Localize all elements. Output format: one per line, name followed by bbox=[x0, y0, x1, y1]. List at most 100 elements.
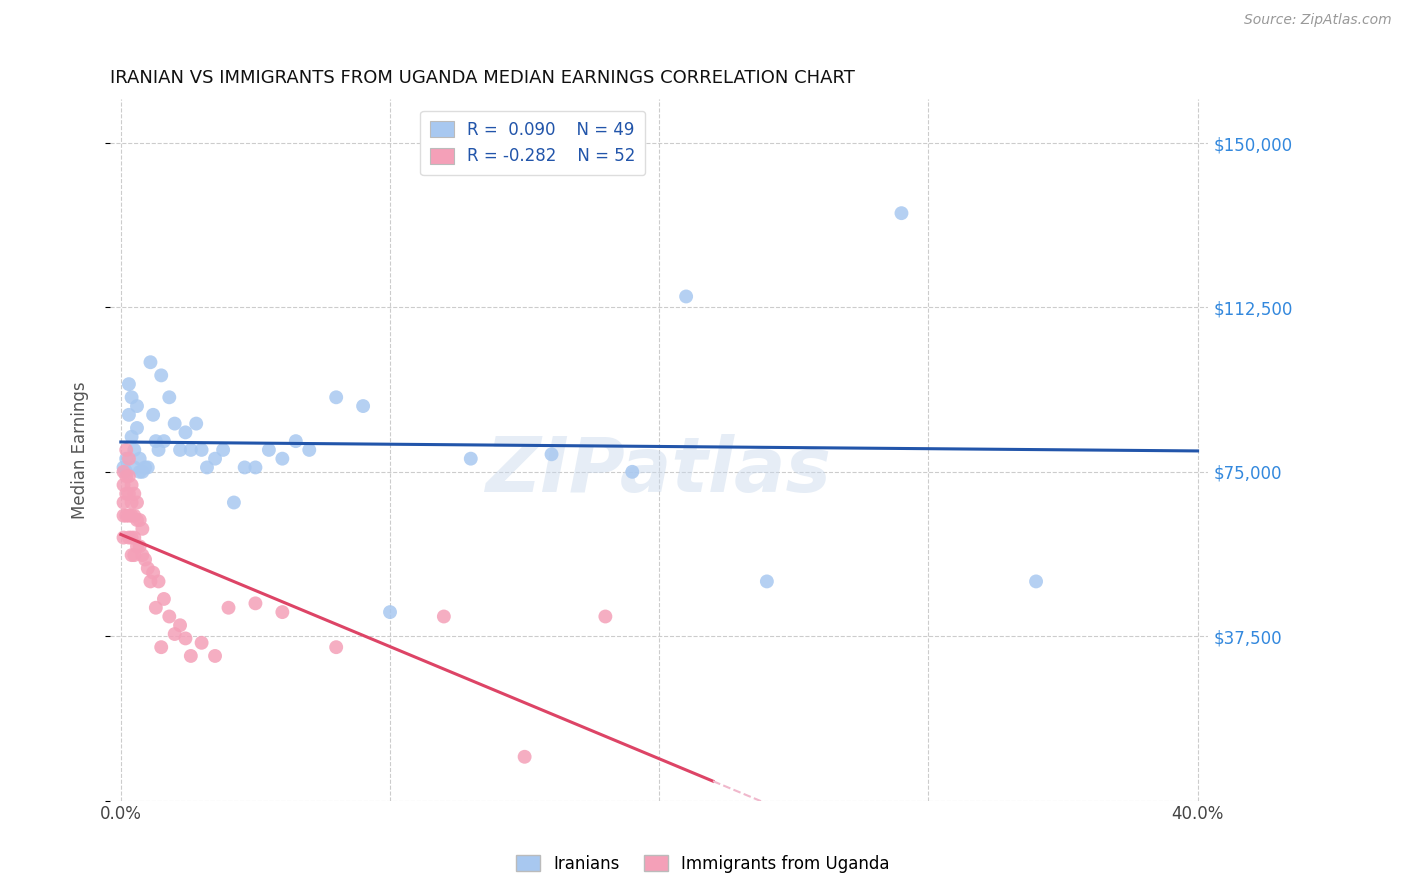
Text: Source: ZipAtlas.com: Source: ZipAtlas.com bbox=[1244, 13, 1392, 28]
Point bbox=[180, 648, 202, 663]
Point bbox=[190, 636, 212, 650]
Point bbox=[118, 508, 141, 523]
Point bbox=[174, 632, 197, 646]
Point bbox=[125, 399, 148, 413]
Point bbox=[118, 377, 141, 392]
Point bbox=[180, 442, 202, 457]
Point bbox=[118, 469, 141, 483]
Point bbox=[460, 451, 482, 466]
Point bbox=[118, 487, 141, 501]
Point bbox=[142, 566, 165, 580]
Point bbox=[153, 591, 176, 606]
Point bbox=[118, 531, 141, 545]
Point bbox=[121, 531, 143, 545]
Point bbox=[124, 508, 146, 523]
Point bbox=[245, 460, 267, 475]
Point bbox=[325, 390, 347, 404]
Point bbox=[150, 640, 173, 655]
Point bbox=[245, 596, 267, 610]
Point bbox=[212, 442, 235, 457]
Point bbox=[218, 600, 240, 615]
Point bbox=[621, 465, 644, 479]
Point bbox=[115, 451, 138, 466]
Point bbox=[125, 513, 148, 527]
Point bbox=[128, 451, 150, 466]
Point bbox=[118, 451, 141, 466]
Point bbox=[124, 442, 146, 457]
Point bbox=[139, 355, 162, 369]
Point bbox=[125, 495, 148, 509]
Point bbox=[675, 289, 697, 303]
Point bbox=[142, 408, 165, 422]
Point bbox=[115, 465, 138, 479]
Point bbox=[112, 495, 135, 509]
Point bbox=[121, 430, 143, 444]
Point bbox=[148, 442, 170, 457]
Point bbox=[131, 548, 153, 562]
Point bbox=[204, 648, 226, 663]
Point bbox=[115, 442, 138, 457]
Point bbox=[115, 469, 138, 483]
Point bbox=[112, 508, 135, 523]
Point bbox=[233, 460, 256, 475]
Point bbox=[124, 487, 146, 501]
Point bbox=[186, 417, 208, 431]
Legend: R =  0.090    N = 49, R = -0.282    N = 52: R = 0.090 N = 49, R = -0.282 N = 52 bbox=[420, 111, 645, 176]
Point bbox=[284, 434, 307, 449]
Point bbox=[153, 434, 176, 449]
Point bbox=[163, 627, 186, 641]
Point bbox=[157, 390, 180, 404]
Point bbox=[128, 539, 150, 553]
Point bbox=[257, 442, 280, 457]
Point bbox=[378, 605, 401, 619]
Point bbox=[134, 552, 156, 566]
Point bbox=[271, 605, 294, 619]
Legend: Iranians, Immigrants from Uganda: Iranians, Immigrants from Uganda bbox=[510, 848, 896, 880]
Point bbox=[148, 574, 170, 589]
Point bbox=[157, 609, 180, 624]
Point bbox=[513, 749, 536, 764]
Point bbox=[174, 425, 197, 440]
Point bbox=[112, 531, 135, 545]
Point bbox=[433, 609, 456, 624]
Point bbox=[112, 478, 135, 492]
Point bbox=[112, 460, 135, 475]
Point bbox=[112, 465, 135, 479]
Point bbox=[121, 548, 143, 562]
Point bbox=[325, 640, 347, 655]
Point bbox=[271, 451, 294, 466]
Point bbox=[136, 460, 159, 475]
Point bbox=[298, 442, 321, 457]
Point bbox=[121, 390, 143, 404]
Point bbox=[150, 368, 173, 383]
Point bbox=[204, 451, 226, 466]
Point bbox=[131, 465, 153, 479]
Point bbox=[222, 495, 245, 509]
Text: IRANIAN VS IMMIGRANTS FROM UGANDA MEDIAN EARNINGS CORRELATION CHART: IRANIAN VS IMMIGRANTS FROM UGANDA MEDIAN… bbox=[110, 69, 855, 87]
Point bbox=[128, 465, 150, 479]
Point bbox=[169, 618, 191, 632]
Point bbox=[145, 434, 167, 449]
Point bbox=[755, 574, 778, 589]
Point bbox=[125, 421, 148, 435]
Point bbox=[124, 548, 146, 562]
Point bbox=[1025, 574, 1047, 589]
Point bbox=[121, 478, 143, 492]
Point bbox=[121, 495, 143, 509]
Point bbox=[115, 487, 138, 501]
Point bbox=[169, 442, 191, 457]
Point bbox=[134, 460, 156, 475]
Point bbox=[163, 417, 186, 431]
Point bbox=[595, 609, 617, 624]
Point bbox=[121, 508, 143, 523]
Point bbox=[540, 447, 562, 461]
Y-axis label: Median Earnings: Median Earnings bbox=[72, 381, 89, 519]
Point bbox=[128, 513, 150, 527]
Text: ZIPatlas: ZIPatlas bbox=[486, 434, 832, 508]
Point bbox=[890, 206, 912, 220]
Point bbox=[195, 460, 218, 475]
Point bbox=[145, 600, 167, 615]
Point bbox=[190, 442, 212, 457]
Point bbox=[124, 531, 146, 545]
Point bbox=[115, 508, 138, 523]
